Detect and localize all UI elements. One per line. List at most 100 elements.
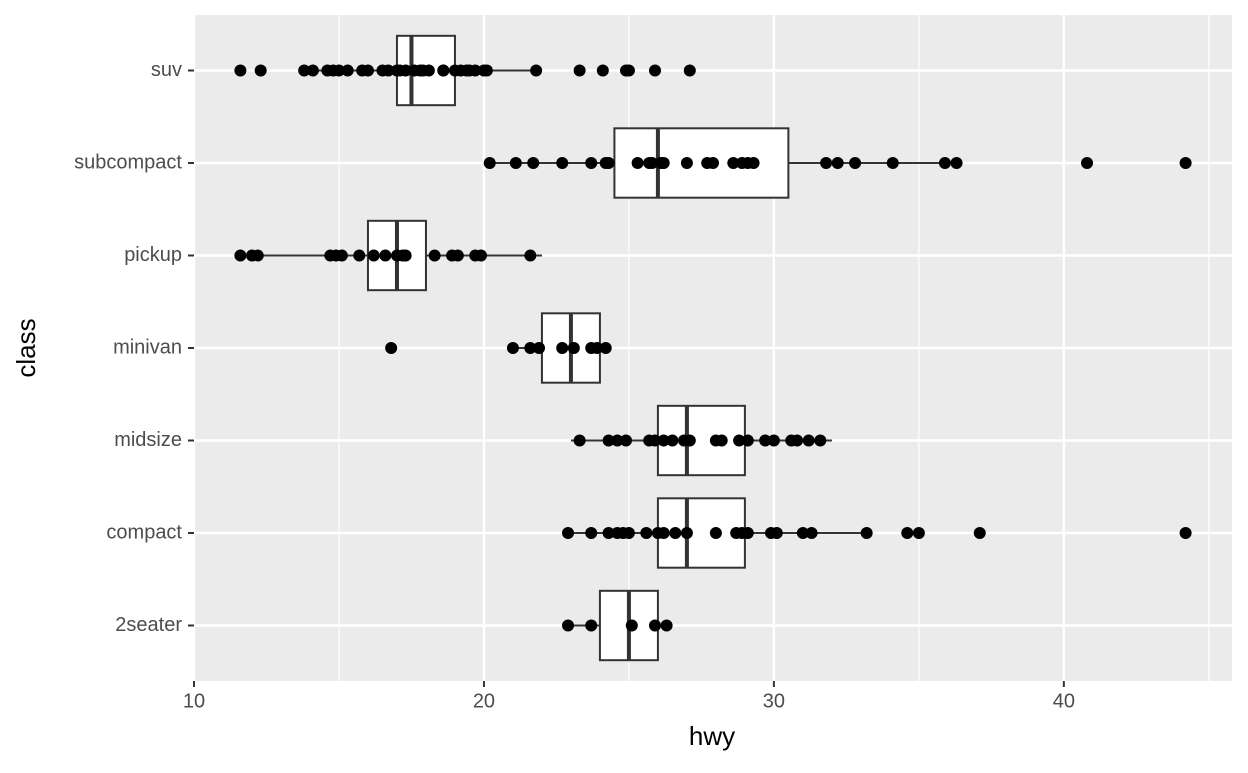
y-tick-label: subcompact bbox=[74, 151, 182, 173]
point bbox=[622, 527, 635, 539]
point bbox=[399, 64, 412, 77]
y-axis-title: class bbox=[11, 318, 41, 377]
point bbox=[509, 157, 522, 169]
x-tick-label: 20 bbox=[473, 690, 495, 712]
point bbox=[599, 342, 612, 354]
point bbox=[886, 157, 899, 169]
point bbox=[556, 157, 569, 169]
point bbox=[1179, 527, 1192, 539]
point bbox=[805, 527, 818, 539]
y-tick-label: compact bbox=[106, 521, 182, 543]
point bbox=[666, 434, 679, 447]
y-tick-label: midsize bbox=[114, 429, 182, 451]
x-tick-label: 40 bbox=[1053, 690, 1075, 712]
y-tick-label: minivan bbox=[113, 336, 182, 358]
point bbox=[298, 64, 311, 77]
point bbox=[602, 434, 615, 447]
point bbox=[353, 249, 366, 262]
point bbox=[707, 157, 719, 169]
point bbox=[530, 64, 543, 77]
point bbox=[901, 527, 914, 539]
x-tick-label: 30 bbox=[763, 690, 785, 712]
point bbox=[657, 157, 670, 169]
point bbox=[254, 64, 267, 77]
point bbox=[399, 249, 412, 262]
point bbox=[234, 64, 247, 77]
point bbox=[625, 619, 638, 632]
point bbox=[1081, 157, 1094, 169]
point bbox=[422, 64, 435, 77]
point bbox=[602, 527, 615, 539]
point bbox=[715, 434, 728, 447]
point bbox=[527, 157, 540, 169]
point bbox=[802, 434, 815, 447]
point bbox=[727, 157, 740, 169]
point bbox=[646, 157, 659, 169]
point bbox=[831, 157, 844, 169]
point bbox=[596, 64, 609, 77]
point bbox=[1179, 157, 1192, 169]
point bbox=[767, 434, 780, 447]
point bbox=[683, 64, 696, 77]
point bbox=[562, 527, 575, 539]
point bbox=[611, 434, 624, 447]
point bbox=[640, 527, 653, 539]
point bbox=[602, 157, 615, 169]
point bbox=[483, 157, 496, 169]
point bbox=[437, 64, 450, 77]
point bbox=[938, 157, 951, 169]
point bbox=[791, 434, 804, 447]
point bbox=[567, 342, 580, 354]
point bbox=[562, 619, 575, 632]
point bbox=[469, 64, 482, 77]
point bbox=[649, 434, 662, 447]
point bbox=[950, 157, 963, 169]
point bbox=[709, 527, 722, 539]
y-tick-label: pickup bbox=[124, 244, 182, 266]
y-tick-label: suv bbox=[151, 59, 182, 81]
point bbox=[814, 434, 827, 447]
point bbox=[524, 342, 537, 354]
point bbox=[591, 342, 604, 354]
point bbox=[556, 342, 569, 354]
point bbox=[747, 157, 760, 169]
point bbox=[382, 64, 395, 77]
point bbox=[860, 527, 873, 539]
point bbox=[669, 527, 682, 539]
point bbox=[361, 64, 374, 77]
point bbox=[379, 249, 392, 262]
point bbox=[680, 527, 693, 539]
point bbox=[741, 527, 754, 539]
point bbox=[660, 619, 673, 632]
point bbox=[770, 527, 783, 539]
x-tick-label: 10 bbox=[183, 690, 205, 712]
point bbox=[796, 527, 809, 539]
point bbox=[385, 342, 398, 354]
point bbox=[451, 249, 464, 262]
point bbox=[657, 434, 670, 447]
point bbox=[306, 64, 319, 77]
point bbox=[649, 619, 662, 632]
y-tick-label: 2seater bbox=[115, 614, 182, 636]
point bbox=[332, 64, 345, 77]
point bbox=[251, 249, 264, 262]
point bbox=[475, 249, 488, 262]
point bbox=[573, 434, 586, 447]
point bbox=[622, 64, 635, 77]
point bbox=[680, 157, 693, 169]
point bbox=[573, 64, 586, 77]
point bbox=[585, 619, 598, 632]
point bbox=[631, 157, 644, 169]
point bbox=[649, 64, 662, 77]
point bbox=[428, 249, 441, 262]
point bbox=[585, 527, 598, 539]
point bbox=[683, 434, 696, 447]
point bbox=[533, 342, 546, 354]
point bbox=[585, 157, 598, 169]
point bbox=[849, 157, 862, 169]
point bbox=[820, 157, 833, 169]
point bbox=[733, 434, 746, 447]
point bbox=[480, 64, 493, 77]
point bbox=[506, 342, 519, 354]
point bbox=[912, 527, 925, 539]
